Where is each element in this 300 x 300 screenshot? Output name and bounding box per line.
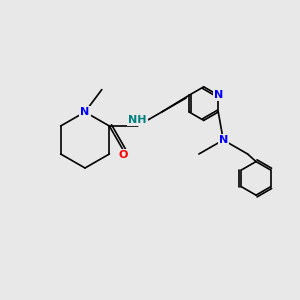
Text: N: N [219,135,228,145]
Text: N: N [214,90,223,100]
Text: NH: NH [128,115,147,125]
Text: O: O [119,150,128,161]
Text: N: N [80,107,90,117]
